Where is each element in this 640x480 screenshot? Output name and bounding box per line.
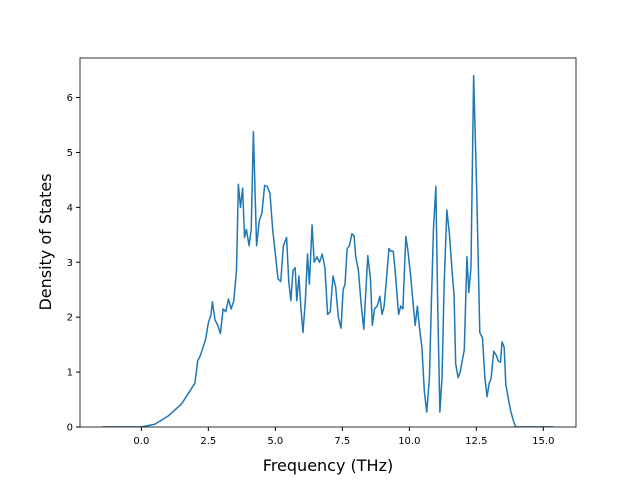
y-axis-label: Density of States <box>36 173 55 310</box>
line-series <box>102 74 554 427</box>
x-tick-label: 12.5 <box>465 436 487 447</box>
y-tick-label: 3 <box>67 258 73 269</box>
y-tick-label: 2 <box>67 313 73 324</box>
y-tick-label: 5 <box>67 148 73 159</box>
y-tick-label: 1 <box>67 368 73 379</box>
y-tick-label: 4 <box>67 203 73 214</box>
x-tick-label: 0.0 <box>133 436 149 447</box>
plot-frame <box>79 57 577 428</box>
x-tick-label: 5.0 <box>267 436 283 447</box>
x-tick-label: 10.0 <box>398 436 420 447</box>
x-tick-label: 15.0 <box>532 436 554 447</box>
y-tick-label: 6 <box>67 93 73 104</box>
y-tick-label: 0 <box>67 423 73 434</box>
x-axis-label: Frequency (THz) <box>263 456 393 475</box>
x-tick-label: 7.5 <box>334 436 350 447</box>
x-tick-label: 2.5 <box>200 436 216 447</box>
